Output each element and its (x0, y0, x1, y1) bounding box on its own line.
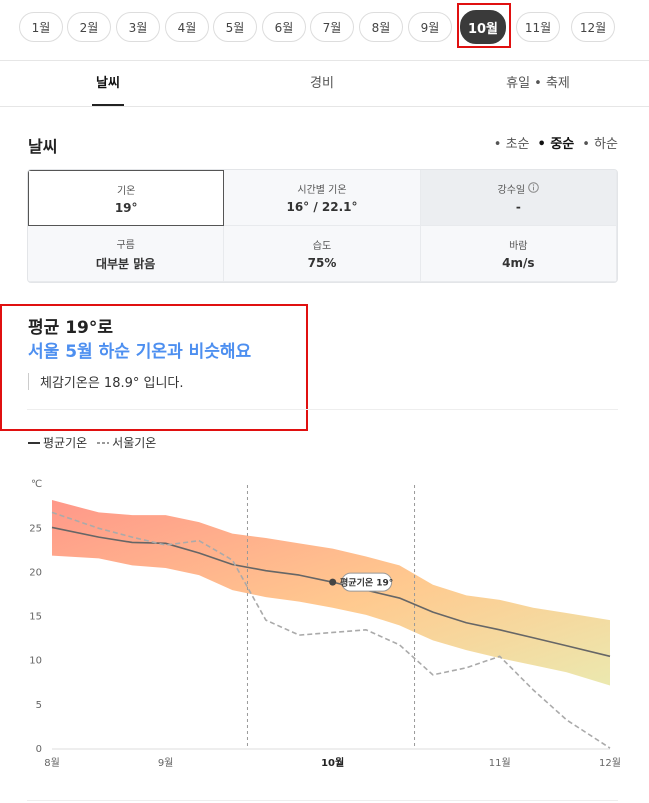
divider (0, 106, 649, 107)
highlight-box (0, 304, 308, 431)
cell-label: 구름 (116, 236, 134, 251)
x-tick-label: 8월 (44, 757, 60, 769)
y-tick-label: 5 (36, 700, 42, 711)
tab[interactable]: 휴일 • 축제 (506, 76, 570, 91)
month-pill[interactable]: 4월 (165, 12, 209, 42)
annotation-point (329, 578, 337, 586)
y-tick-label: 0 (36, 744, 42, 755)
period-selector: 초순 중순 하순 (494, 133, 618, 152)
y-tick-label: 10 (29, 656, 42, 667)
quote-bar (28, 373, 29, 390)
legend-swatch (97, 436, 110, 450)
month-pill[interactable]: 12월 (571, 12, 615, 42)
cell-label-text: 구름 (116, 239, 135, 251)
month-pill[interactable]: 7월 (310, 12, 354, 42)
cell-label-text: 습도 (312, 241, 332, 252)
legend: 평균기온 서울기온 (28, 434, 156, 451)
month-pill[interactable]: 8월 (359, 12, 403, 42)
annotation-box (341, 572, 393, 592)
cell-label-text: 바람 (509, 241, 528, 252)
month-pill[interactable]: 11월 (516, 12, 560, 42)
month-pill[interactable]: 3월 (116, 12, 160, 42)
month-pill[interactable]: 2월 (67, 12, 111, 42)
tab-underline (92, 104, 124, 106)
section-title: 날씨 (28, 137, 58, 156)
legend-label: 평균기온 (43, 436, 88, 450)
headline: 평균 19°로 (28, 318, 113, 338)
highlight-box (457, 3, 511, 48)
y-tick-label: 20 (29, 567, 42, 578)
cell-label: 바람 (509, 237, 527, 252)
weather-cell: 강수일 - (420, 170, 617, 226)
divider (27, 800, 618, 801)
period[interactable]: 초순 (494, 133, 530, 152)
legend-label: 서울기온 (112, 436, 157, 450)
tab[interactable]: 날씨 (96, 76, 120, 91)
feels-like: 체감기온은 18.9° 입니다. (40, 376, 184, 391)
cell-value: 대부분 맑음 (95, 256, 156, 271)
weather-cell: 바람 4m/s (420, 226, 617, 282)
x-tick-label: 9월 (158, 757, 174, 769)
tab[interactable]: 경비 (310, 76, 334, 91)
month-pill[interactable]: 9월 (408, 12, 452, 42)
period[interactable]: 하순 (582, 133, 618, 152)
cell-value: - (515, 200, 521, 214)
month-selector: 1월 2월 3월 4월 5월 6월 7월 8월 9월 10월 11월 12월 (0, 10, 649, 46)
x-tick-label: 11월 (489, 757, 511, 769)
info-icon[interactable] (528, 181, 539, 196)
cell-label-text: 시간별 기온 (297, 185, 347, 196)
x-tick-label: 12월 (599, 757, 621, 769)
series-line (51, 511, 611, 749)
weather-cell: 습도 75% (224, 226, 421, 282)
cell-value: 4m/s (502, 256, 535, 270)
month-pill[interactable]: 6월 (262, 12, 306, 42)
weather-cell: 시간별 기온 16° / 22.1° (224, 170, 421, 226)
divider (27, 409, 618, 410)
month-pill[interactable]: 10월 (460, 10, 506, 44)
comparison: 서울 5월 하순 기온과 비슷해요 (28, 342, 252, 362)
y-tick-label: 15 (29, 612, 42, 623)
cell-value: 16° / 22.1° (286, 200, 358, 214)
cell-label-text: 기온 (116, 185, 136, 197)
cell-value: 75% (307, 256, 337, 270)
cell-label: 기온 (117, 182, 135, 197)
period[interactable]: 중순 (538, 133, 574, 152)
annotation-label: 평균기온 19° (340, 577, 393, 589)
cell-value: 19° (114, 200, 138, 215)
legend-item: 평균기온 (28, 434, 87, 451)
chart: ℃ 0 5 10 15 20 25 8월 9월 10월 11월 12월 평균기온 19° (29, 479, 621, 769)
y-tick-label: 25 (29, 523, 42, 534)
weather-cell: 기온 19° (28, 170, 225, 226)
month-pill[interactable]: 5월 (213, 12, 257, 42)
month-pill[interactable]: 1월 (19, 12, 63, 42)
cell-label-text: 강수일 (497, 185, 526, 196)
x-tick-label: 10월 (321, 757, 344, 769)
divider (0, 60, 649, 61)
y-unit: ℃ (31, 479, 42, 490)
cell-label: 강수일 (498, 181, 540, 196)
cell-label: 시간별 기온 (297, 181, 346, 196)
legend-swatch (28, 436, 40, 450)
range-band (52, 500, 610, 686)
legend-item: 서울기온 (97, 434, 156, 451)
cell-label: 습도 (313, 237, 331, 252)
